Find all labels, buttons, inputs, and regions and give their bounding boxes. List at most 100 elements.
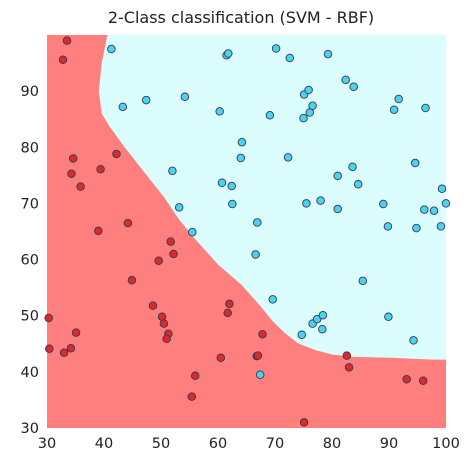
data-point-class-1 (224, 49, 233, 58)
x-tick-label: 90 (380, 436, 398, 452)
data-point-class-0 (112, 149, 121, 159)
data-points (44, 36, 451, 427)
data-point-class-1 (318, 310, 328, 320)
data-point-class-0 (127, 276, 137, 285)
data-point-class-0 (190, 371, 200, 381)
data-point-class-0 (166, 237, 175, 246)
data-point-class-0 (154, 256, 163, 265)
data-point-class-0 (66, 344, 76, 353)
x-tick-label: 60 (209, 436, 227, 452)
x-tick-label: 100 (432, 436, 460, 452)
data-point-class-1 (429, 206, 439, 215)
data-point-class-1 (118, 102, 128, 112)
data-point-class-0 (216, 353, 226, 363)
data-point-class-0 (96, 164, 105, 174)
data-point-class-1 (188, 227, 197, 237)
data-point-class-1 (299, 113, 308, 123)
data-point-class-0 (71, 328, 81, 337)
data-point-class-1 (180, 92, 190, 102)
data-point-class-1 (255, 370, 265, 379)
data-point-class-0 (258, 329, 267, 339)
data-point-class-1 (316, 196, 325, 205)
data-point-class-0 (159, 319, 169, 328)
data-point-class-1 (318, 324, 327, 334)
data-point-class-0 (299, 418, 309, 427)
data-point-class-0 (62, 36, 72, 45)
data-point-class-0 (223, 308, 232, 318)
data-point-class-0 (123, 218, 133, 228)
data-point-class-1 (228, 199, 237, 209)
plot-area (44, 34, 451, 428)
data-point-class-1 (253, 218, 262, 227)
y-tick-label: 70 (21, 196, 39, 212)
y-tick-label: 90 (21, 84, 39, 100)
data-point-class-1 (217, 178, 227, 187)
data-point-class-0 (68, 154, 78, 163)
data-point-class-1 (268, 295, 277, 304)
y-tick-label: 60 (21, 253, 39, 269)
data-point-class-1 (420, 205, 429, 214)
data-point-class-1 (437, 184, 447, 194)
data-point-class-1 (236, 153, 246, 163)
data-point-class-0 (45, 344, 54, 354)
x-tick-label: 50 (152, 436, 170, 452)
data-point-class-1 (251, 250, 260, 259)
data-point-class-1 (410, 158, 420, 168)
data-point-class-0 (344, 363, 354, 372)
data-point-class-0 (187, 392, 197, 401)
data-point-class-0 (58, 55, 68, 64)
data-point-class-1 (349, 82, 358, 91)
data-point-class-1 (409, 336, 418, 345)
x-axis-ticks: 30 40 50 60 70 80 90 100 (38, 436, 460, 452)
x-tick-label: 70 (266, 436, 284, 452)
y-tick-label: 80 (21, 140, 39, 156)
data-point-class-1 (107, 44, 116, 54)
data-point-class-1 (358, 276, 368, 286)
y-tick-label: 30 (21, 421, 39, 437)
data-point-class-1 (271, 44, 281, 53)
x-tick-label: 30 (38, 436, 56, 452)
data-point-class-0 (253, 351, 263, 360)
data-point-class-1 (302, 199, 311, 208)
data-point-class-1 (237, 137, 247, 147)
data-point-class-0 (418, 376, 428, 386)
data-point-class-1 (168, 166, 177, 176)
data-point-class-1 (141, 95, 151, 105)
data-point-class-1 (265, 111, 275, 120)
data-point-class-1 (353, 180, 363, 189)
data-point-class-1 (436, 222, 446, 231)
data-point-class-1 (174, 203, 184, 212)
data-point-class-0 (76, 182, 85, 191)
data-point-class-1 (283, 153, 293, 162)
y-axis-ticks: 30 40 50 60 70 80 90 (21, 84, 39, 437)
data-point-class-0 (169, 249, 178, 259)
data-point-class-1 (389, 105, 399, 114)
data-point-class-0 (44, 313, 53, 323)
data-point-class-1 (285, 53, 295, 63)
data-point-class-1 (379, 199, 388, 209)
decision-boundary-line (97, 34, 446, 361)
data-point-class-1 (304, 85, 313, 95)
data-point-class-1 (341, 75, 350, 85)
data-point-class-1 (333, 171, 342, 181)
y-tick-label: 50 (21, 309, 39, 325)
data-point-class-1 (383, 222, 393, 231)
data-point-class-1 (297, 330, 307, 340)
data-point-class-1 (215, 107, 224, 116)
data-point-class-1 (394, 94, 403, 104)
data-point-class-0 (94, 226, 103, 236)
data-point-class-1 (421, 103, 430, 113)
chart-title: 2-Class classification (SVM - RBF) (108, 8, 374, 27)
x-tick-label: 40 (95, 436, 113, 452)
data-point-class-0 (342, 351, 352, 360)
data-point-class-1 (308, 101, 317, 110)
data-point-class-0 (59, 348, 69, 358)
data-point-class-1 (227, 181, 236, 191)
data-point-class-1 (333, 204, 342, 214)
data-point-class-1 (323, 49, 333, 59)
x-tick-label: 80 (323, 436, 341, 452)
data-point-class-0 (402, 374, 411, 384)
y-tick-label: 40 (21, 365, 39, 381)
data-point-class-0 (225, 299, 234, 309)
